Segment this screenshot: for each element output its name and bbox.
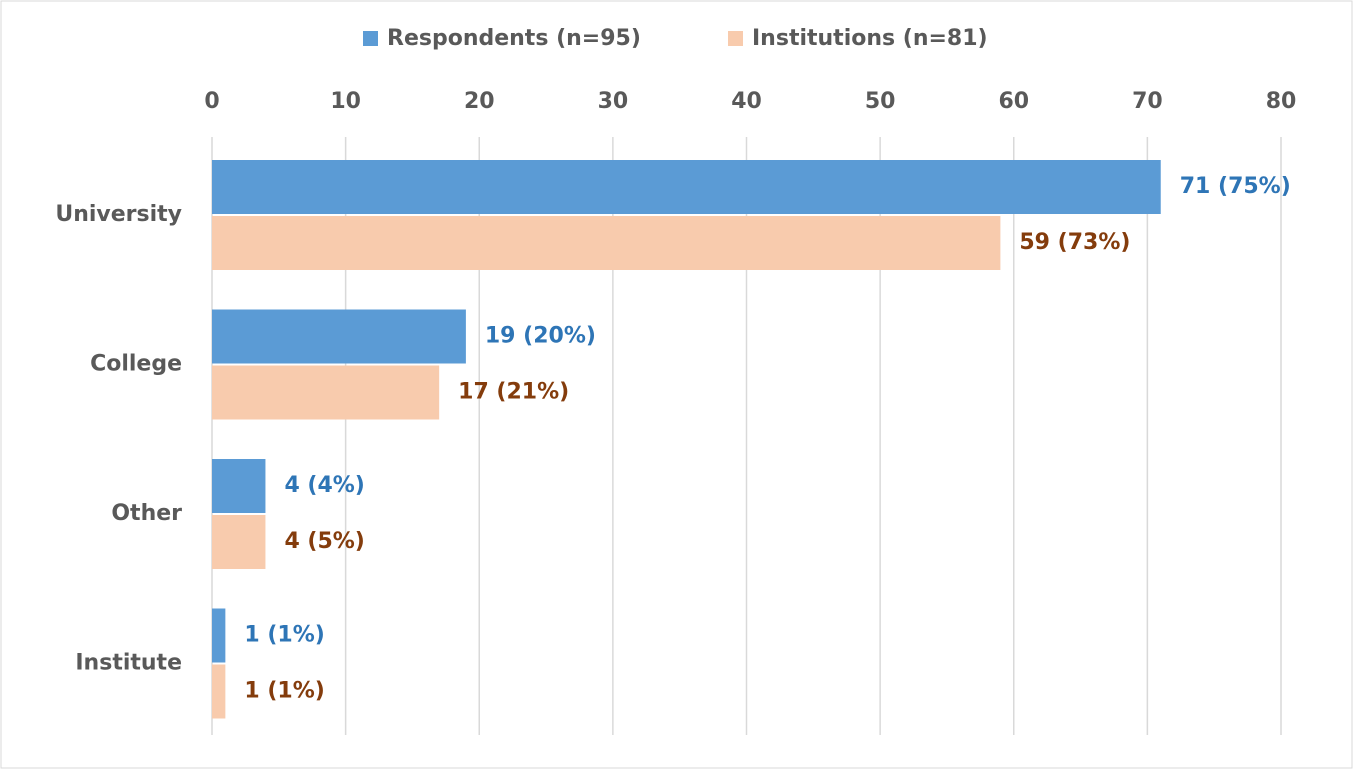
x-tick-label: 50 (865, 89, 896, 114)
bar (212, 309, 466, 364)
bar (212, 664, 226, 719)
y-tick-label: Institute (75, 651, 182, 676)
value-label: 1 (1%) (244, 623, 324, 648)
bar (212, 365, 440, 420)
bar (212, 459, 266, 513)
legend-label: Respondents (n=95) (387, 26, 641, 51)
bar (212, 160, 1161, 214)
x-tick-label: 60 (998, 89, 1029, 114)
y-tick-label: Other (111, 501, 182, 526)
y-tick-label: University (55, 202, 182, 227)
value-label: 19 (20%) (485, 324, 596, 349)
y-tick-label: College (90, 352, 182, 377)
x-tick-label: 30 (598, 89, 629, 114)
x-tick-label: 40 (731, 89, 762, 114)
value-label: 4 (5%) (284, 529, 364, 554)
value-label: 4 (4%) (284, 473, 364, 498)
value-label: 17 (21%) (458, 380, 569, 405)
x-tick-label: 70 (1132, 89, 1163, 114)
value-label: 1 (1%) (244, 679, 324, 704)
legend-label: Institutions (n=81) (752, 26, 988, 51)
bar (212, 608, 226, 663)
x-tick-label: 10 (330, 89, 361, 114)
x-tick-label: 80 (1266, 89, 1297, 114)
x-tick-label: 0 (204, 89, 219, 114)
value-label: 59 (73%) (1019, 230, 1130, 255)
legend-swatch (363, 31, 378, 46)
value-label: 71 (75%) (1180, 174, 1291, 199)
bar (212, 216, 1001, 270)
x-tick-label: 20 (464, 89, 495, 114)
bar (212, 515, 266, 569)
legend-swatch (728, 31, 743, 46)
